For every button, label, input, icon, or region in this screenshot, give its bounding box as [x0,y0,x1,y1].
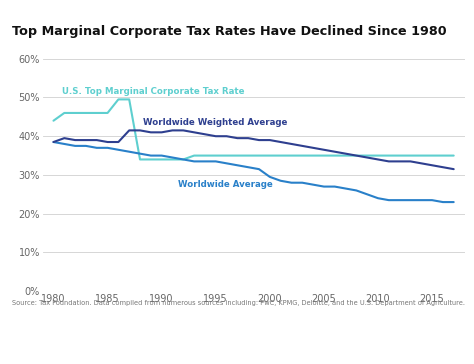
Text: @TaxFoundation: @TaxFoundation [381,345,467,356]
Text: Top Marginal Corporate Tax Rates Have Declined Since 1980: Top Marginal Corporate Tax Rates Have De… [12,25,447,38]
Text: U.S. Top Marginal Corporate Tax Rate: U.S. Top Marginal Corporate Tax Rate [62,87,245,95]
Text: Worldwide Average: Worldwide Average [178,179,273,189]
Text: Source: Tax Foundation. Data compiled from numerous sources including: PwC, KPMG: Source: Tax Foundation. Data compiled fr… [12,300,465,306]
Text: Worldwide Weighted Average: Worldwide Weighted Average [143,118,288,127]
Text: TAX FOUNDATION: TAX FOUNDATION [7,345,111,356]
